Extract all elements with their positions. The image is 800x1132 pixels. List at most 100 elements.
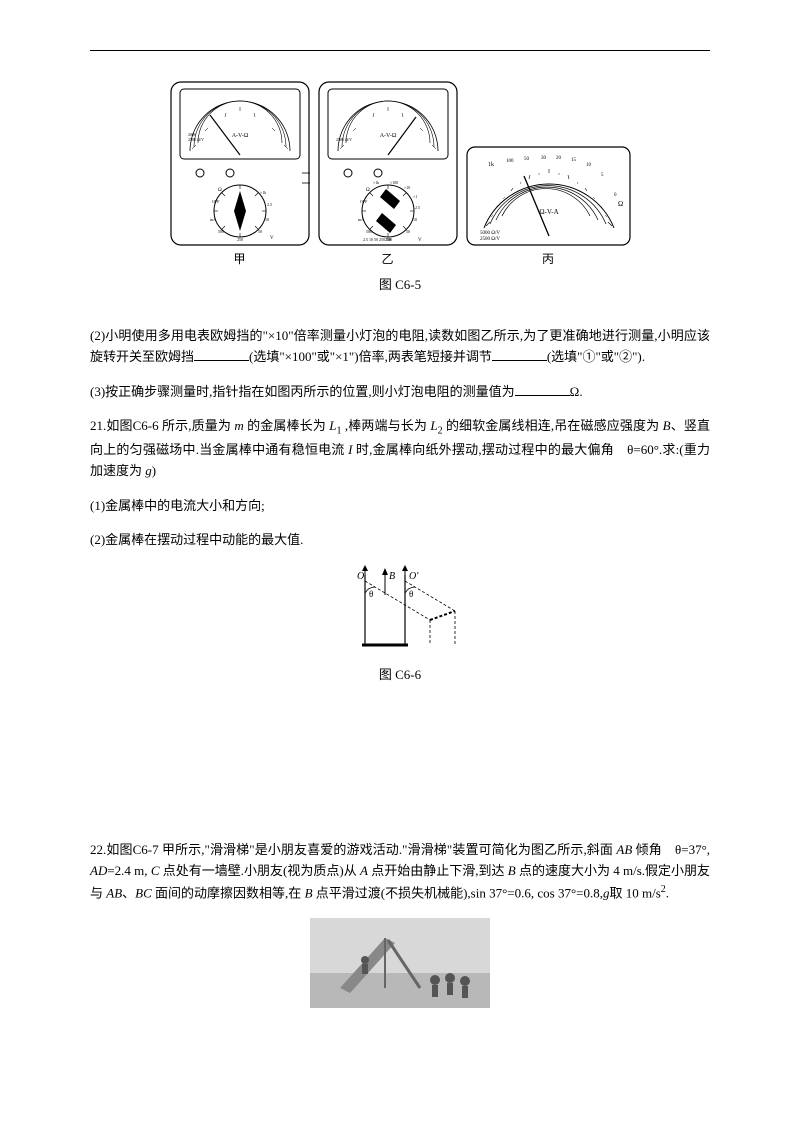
svg-text:2.5: 2.5 xyxy=(415,205,420,210)
q22-t7: 面间的动摩擦因数相等,在 xyxy=(155,885,301,900)
svg-text:θ: θ xyxy=(369,589,373,599)
svg-text:2500 Ω/V: 2500 Ω/V xyxy=(188,137,204,142)
question-21-main: 21.如图C6-6 所示,质量为 m 的金属棒长为 L1 ,棒两端与长为 L2 … xyxy=(90,416,710,481)
q21-m: m xyxy=(234,418,243,433)
svg-text:1k: 1k xyxy=(488,162,494,168)
svg-text:×1k: ×1k xyxy=(373,180,379,185)
svg-text:10: 10 xyxy=(586,163,592,168)
svg-text:2.5 10 50 250 500: 2.5 10 50 250 500 xyxy=(363,237,392,242)
q22-t4: 点处有一墙壁.小朋友(视为质点)从 xyxy=(163,863,357,878)
q2-options2: (选填"①"或"②"). xyxy=(547,349,645,364)
meter-right-label: 丙 xyxy=(542,250,554,269)
question-21-sub1: (1)金属棒中的电流大小和方向; xyxy=(90,496,710,517)
svg-text:×100: ×100 xyxy=(390,180,398,185)
q21-L1sub: 1 xyxy=(336,426,341,437)
q22-C: C xyxy=(151,863,160,878)
figure-c6-7-photo xyxy=(90,918,710,1008)
question-3: (3)按正确步骤测量时,指针指在如图丙所示的位置,则小灯泡电阻的测量值为 Ω. xyxy=(90,382,710,403)
svg-text:B: B xyxy=(389,571,395,582)
q22-t10: . xyxy=(666,885,669,900)
svg-text:Ω: Ω xyxy=(618,200,623,208)
page-top-rule xyxy=(90,50,710,51)
blank-2 xyxy=(492,348,547,361)
meter-mid-label: 乙 xyxy=(381,250,393,269)
q22-t9: 取 10 m/s xyxy=(610,885,661,900)
figure-c6-6: B O O' θ θ 图 C6-6 xyxy=(90,565,710,686)
svg-text:2500 Ω/V: 2500 Ω/V xyxy=(480,237,500,242)
svg-text:250: 250 xyxy=(237,237,243,242)
q2-options1: (选填"×100"或"×1")倍率,两表笔短接并调节 xyxy=(249,349,492,364)
svg-text:Ω-V-A: Ω-V-A xyxy=(539,208,558,216)
q22-t3: =2.4 m, xyxy=(107,863,147,878)
svg-text:100: 100 xyxy=(506,159,514,164)
q22-B: B xyxy=(508,863,516,878)
svg-text:50: 50 xyxy=(258,229,262,234)
svg-text:50: 50 xyxy=(406,229,410,234)
svg-text:10: 10 xyxy=(413,217,417,222)
svg-text:×1: ×1 xyxy=(413,194,417,199)
pendulum-diagram-icon: B O O' θ θ xyxy=(335,565,465,665)
svg-text:OFF: OFF xyxy=(360,199,368,204)
figure-c6-5-caption: 图 C6-5 xyxy=(90,275,710,296)
q21-t4: 的细软金属线相连,吊在磁感应强度为 xyxy=(446,418,659,433)
q21-I: I xyxy=(348,442,352,457)
svg-text:15: 15 xyxy=(571,158,577,163)
svg-text:30: 30 xyxy=(541,156,547,161)
svg-text:V: V xyxy=(418,238,422,243)
q21-t3: ,棒两端与长为 xyxy=(345,418,427,433)
svg-text:×1k: ×1k xyxy=(260,190,266,195)
meter-mid: A-V-Ω 2500 Ω/V Ω ×1k ×100 ×10 ×1 2.5 10 … xyxy=(318,81,458,269)
q22-B2: B xyxy=(305,885,313,900)
svg-text:×10: ×10 xyxy=(404,185,410,190)
svg-text:50: 50 xyxy=(524,157,530,162)
svg-text:Ω: Ω xyxy=(218,188,222,193)
q22-t2: 倾角 θ=37°, xyxy=(636,842,710,857)
slide-photo-icon xyxy=(310,918,490,1008)
svg-text:mA: mA xyxy=(358,217,364,222)
svg-text:O': O' xyxy=(409,571,419,582)
meter-left: A-V-Ω 2000 2500 Ω/V Ω ×1k 2.5 10 50 250 … xyxy=(170,81,310,269)
blank-3 xyxy=(515,383,570,396)
svg-text:10: 10 xyxy=(265,217,269,222)
q21-t2: 的金属棒长为 xyxy=(247,418,326,433)
q22-t8: 点平滑过渡(不损失机械能),sin 37°=0.6, cos 37°=0.8, xyxy=(316,885,603,900)
multimeter-icon: A-V-Ω 2000 2500 Ω/V Ω ×1k 2.5 10 50 250 … xyxy=(170,81,310,246)
q22-AB: AB xyxy=(616,842,632,857)
q22-BC: BC xyxy=(135,885,152,900)
meter-dial-icon: 1k 100 50 30 20 15 10 5 0 Ω Ω-V-A 5000 Ω… xyxy=(466,146,631,246)
figure-c6-5-row: A-V-Ω 2000 2500 Ω/V Ω ×1k 2.5 10 50 250 … xyxy=(90,81,710,269)
question-21-sub2: (2)金属棒在摆动过程中动能的最大值. xyxy=(90,530,710,551)
multimeter-icon: A-V-Ω 2500 Ω/V Ω ×1k ×100 ×10 ×1 2.5 10 … xyxy=(318,81,458,246)
svg-text:OFF: OFF xyxy=(212,199,220,204)
question-2: (2)小明使用多用电表欧姆挡的"×10"倍率测量小灯泡的电阻,读数如图乙所示,为… xyxy=(90,326,710,368)
svg-text:A-V-Ω: A-V-Ω xyxy=(379,133,396,139)
question-22: 22.如图C6-7 甲所示,"滑滑梯"是小朋友喜爱的游戏活动."滑滑梯"装置可简… xyxy=(90,840,710,904)
svg-text:5000 Ω/V: 5000 Ω/V xyxy=(480,231,500,236)
svg-text:V: V xyxy=(270,236,274,241)
meter-right: 1k 100 50 30 20 15 10 5 0 Ω Ω-V-A 5000 Ω… xyxy=(466,146,631,269)
q21-t7: ) xyxy=(152,463,156,478)
svg-text:A-V-Ω: A-V-Ω xyxy=(231,133,248,139)
svg-text:O: O xyxy=(357,571,364,582)
q22-AD: AD xyxy=(90,863,107,878)
svg-text:2500 Ω/V: 2500 Ω/V xyxy=(336,137,352,142)
q22-t1: 22.如图C6-7 甲所示,"滑滑梯"是小朋友喜爱的游戏活动."滑滑梯"装置可简… xyxy=(90,842,613,857)
q21-B: B xyxy=(663,418,671,433)
meter-left-label: 甲 xyxy=(233,250,245,269)
q21-t1: 21.如图C6-6 所示,质量为 xyxy=(90,418,231,433)
svg-text:θ: θ xyxy=(409,589,413,599)
svg-text:500: 500 xyxy=(366,229,372,234)
q3-text: (3)按正确步骤测量时,指针指在如图丙所示的位置,则小灯泡电阻的测量值为 xyxy=(90,384,515,399)
spacer xyxy=(90,700,710,840)
q22-AB2: AB xyxy=(106,885,122,900)
q22-t5: 点开始由静止下滑,到达 xyxy=(371,863,504,878)
svg-text:20: 20 xyxy=(556,156,562,161)
q21-L2: L xyxy=(430,418,437,433)
q22-A: A xyxy=(360,863,368,878)
svg-text:mA: mA xyxy=(210,217,216,222)
svg-text:Ω: Ω xyxy=(366,188,370,193)
blank-1 xyxy=(194,348,249,361)
q21-L2sub: 2 xyxy=(438,426,443,437)
q3-unit: Ω. xyxy=(570,384,583,399)
svg-text:500: 500 xyxy=(218,229,224,234)
